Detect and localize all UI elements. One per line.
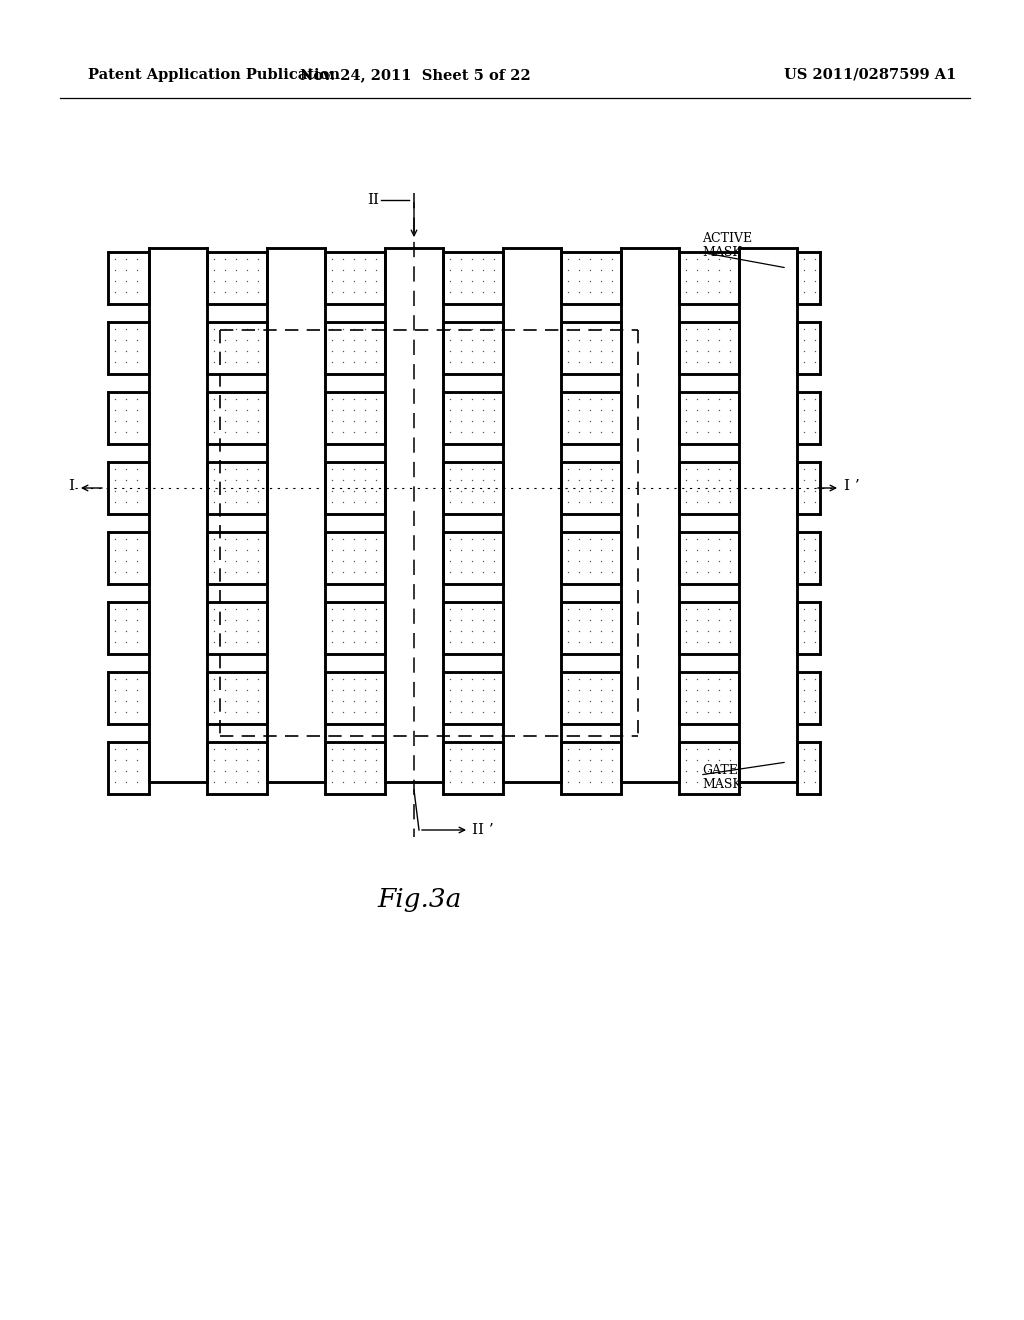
Bar [679, 672, 739, 723]
Text: GATE: GATE [702, 763, 738, 776]
Bar [325, 742, 385, 795]
Bar [207, 602, 267, 653]
Bar [207, 392, 267, 444]
Bar [108, 602, 150, 653]
Bar [385, 248, 443, 781]
Bar [443, 392, 503, 444]
Bar [443, 462, 503, 513]
Bar [561, 532, 621, 583]
Bar [797, 742, 820, 795]
Bar [679, 742, 739, 795]
Text: ACTIVE: ACTIVE [702, 231, 752, 244]
Bar [207, 672, 267, 723]
Bar [325, 672, 385, 723]
Bar [561, 462, 621, 513]
Text: US 2011/0287599 A1: US 2011/0287599 A1 [783, 69, 956, 82]
Bar [325, 602, 385, 653]
Bar [797, 252, 820, 304]
Text: Nov. 24, 2011  Sheet 5 of 22: Nov. 24, 2011 Sheet 5 of 22 [300, 69, 530, 82]
Bar [207, 252, 267, 304]
Bar [108, 532, 150, 583]
Bar [679, 532, 739, 583]
Bar [797, 532, 820, 583]
Text: I ’: I ’ [844, 479, 860, 492]
Text: Fig.3a: Fig.3a [378, 887, 462, 912]
Bar [207, 532, 267, 583]
Bar [207, 462, 267, 513]
Bar [267, 248, 325, 781]
Bar [108, 252, 150, 304]
Bar [739, 248, 797, 781]
Bar [797, 602, 820, 653]
Bar [443, 742, 503, 795]
Bar [561, 322, 621, 374]
Text: II: II [367, 193, 379, 207]
Bar [679, 252, 739, 304]
Bar [443, 602, 503, 653]
Bar [561, 742, 621, 795]
Bar [108, 392, 150, 444]
Bar [325, 532, 385, 583]
Bar [325, 252, 385, 304]
Bar [443, 322, 503, 374]
Bar [108, 462, 150, 513]
Bar [150, 248, 207, 781]
Text: I: I [68, 479, 74, 492]
Bar [108, 742, 150, 795]
Bar [443, 532, 503, 583]
Bar [561, 392, 621, 444]
Bar [325, 392, 385, 444]
Text: MASK: MASK [702, 246, 741, 259]
Bar [679, 462, 739, 513]
Bar [325, 462, 385, 513]
Bar [561, 672, 621, 723]
Bar [503, 248, 561, 781]
Bar [108, 672, 150, 723]
Bar [797, 322, 820, 374]
Text: MASK: MASK [702, 777, 741, 791]
Bar [443, 252, 503, 304]
Bar [679, 322, 739, 374]
Bar [679, 392, 739, 444]
Bar [561, 252, 621, 304]
Bar [561, 602, 621, 653]
Bar [325, 322, 385, 374]
Bar [207, 742, 267, 795]
Bar [797, 392, 820, 444]
Bar [679, 602, 739, 653]
Bar [108, 322, 150, 374]
Bar [797, 672, 820, 723]
Bar [443, 672, 503, 723]
Bar [621, 248, 679, 781]
Text: II ’: II ’ [472, 822, 494, 837]
Text: Patent Application Publication: Patent Application Publication [88, 69, 340, 82]
Bar [207, 322, 267, 374]
Bar [797, 462, 820, 513]
